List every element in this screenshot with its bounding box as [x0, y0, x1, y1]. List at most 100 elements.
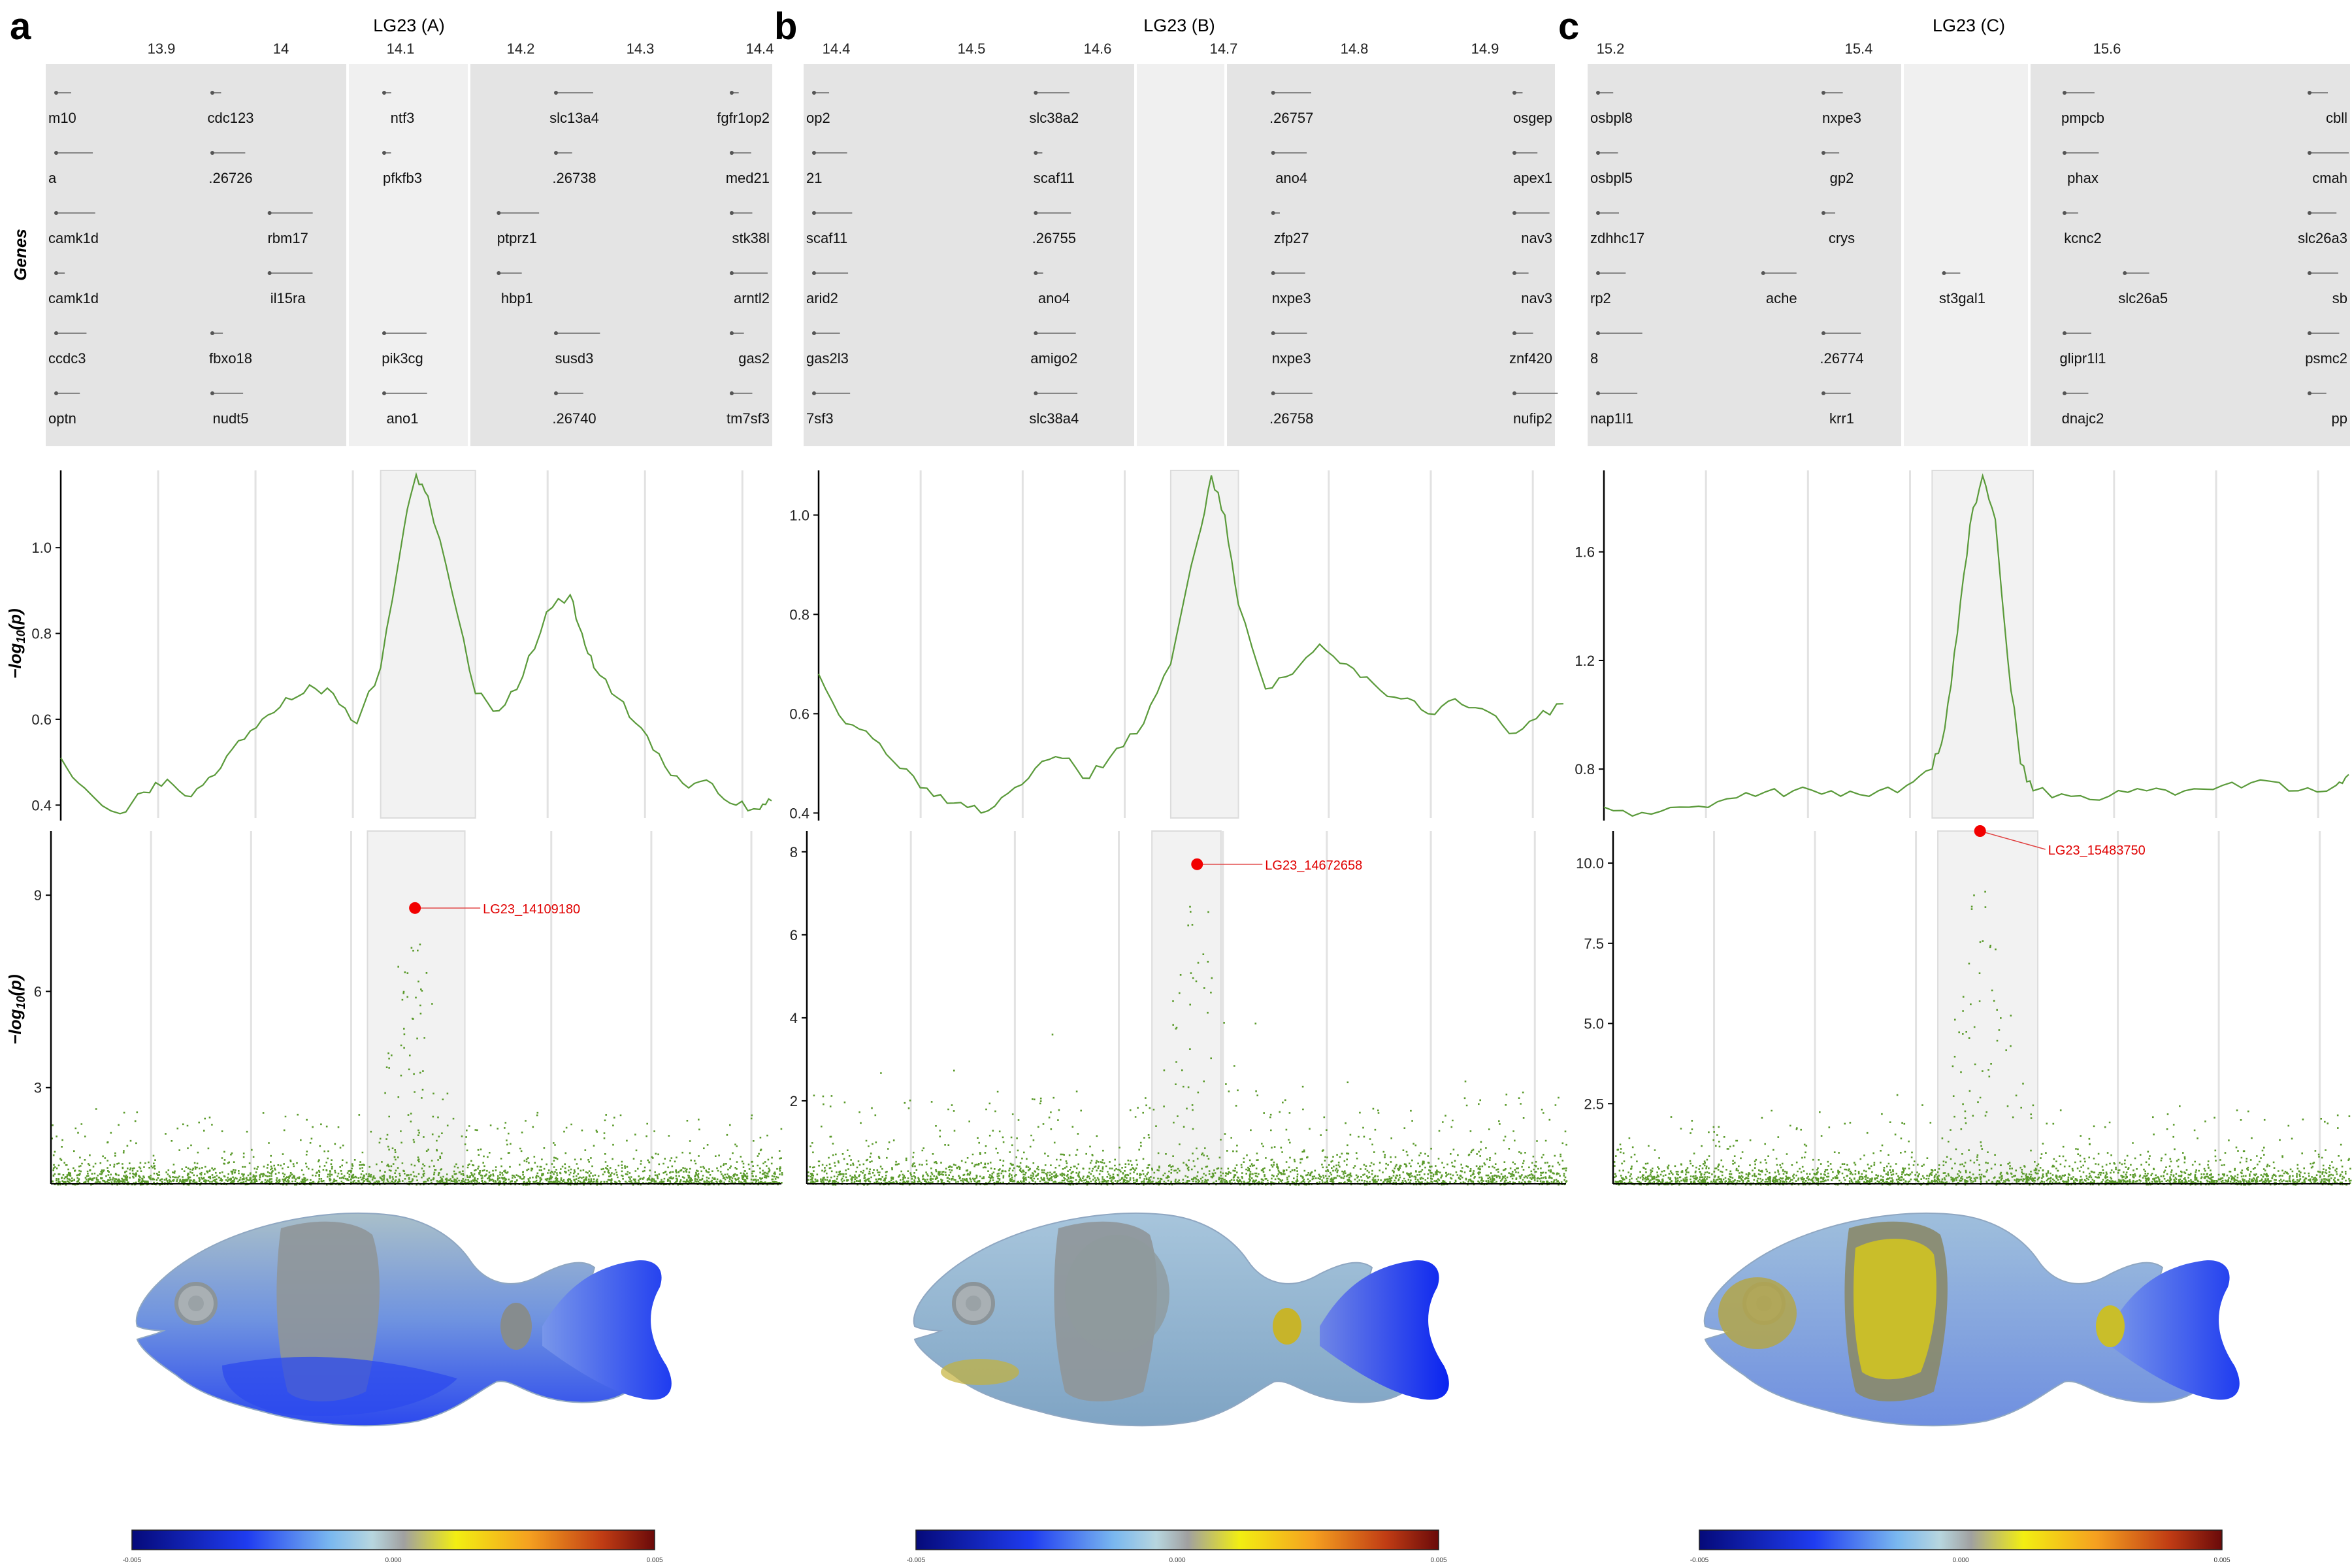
x-tick-label: 15.4 — [1845, 41, 1873, 57]
y-tick-label: 9 — [34, 887, 42, 904]
fish-cheek-patch — [941, 1359, 1019, 1385]
fish-pupil — [966, 1296, 981, 1311]
gene-feature-mark — [1512, 211, 1516, 215]
gene-feature-mark — [1034, 331, 1038, 335]
y-tick-label: 0.8 — [1575, 761, 1595, 777]
x-tick-label: 14.4 — [746, 41, 774, 57]
gene-label: pmpcb — [2061, 110, 2104, 126]
gene-label: apex1 — [1513, 170, 1552, 186]
fish-tail — [1320, 1260, 1449, 1400]
gene-feature-mark — [210, 151, 214, 155]
y-tick-label: 10.0 — [1576, 855, 1604, 872]
panel-letter: b — [774, 5, 797, 48]
line-highlight-region — [380, 470, 476, 819]
gene-label: nxpe3 — [1272, 290, 1311, 306]
fish-heatmap — [1703, 1213, 2240, 1427]
y-tick-label: 0.8 — [31, 626, 52, 642]
gene-label: .26738 — [552, 170, 596, 186]
gene-feature-mark — [1761, 271, 1765, 275]
gene-feature-mark — [382, 331, 386, 335]
x-tick-label: 14.9 — [1471, 41, 1499, 57]
gene-feature-mark — [1271, 211, 1275, 215]
y-tick-label: 2 — [790, 1093, 798, 1109]
gene-feature-mark — [1821, 91, 1825, 95]
gene-label: .26755 — [1032, 230, 1076, 246]
gene-track-highlight — [1903, 64, 2029, 446]
colorbar-tick-label: 0.005 — [2213, 1557, 2230, 1564]
colorbar — [915, 1529, 1439, 1550]
gene-label: phax — [2067, 170, 2099, 186]
gene-feature-mark — [730, 91, 734, 95]
panel-b: b LG23 (B) 14.4 14.5 14.6 14.7 14.8 14.9 op2 slc3… — [774, 5, 1568, 1564]
gene-label: slc26a5 — [2118, 290, 2168, 306]
fish-heatmap — [135, 1213, 672, 1427]
gene-feature-mark — [730, 391, 734, 395]
gene-feature-mark — [210, 391, 214, 395]
gene-label: ano1 — [387, 410, 419, 427]
gene-feature-mark — [54, 331, 58, 335]
gene-feature-mark — [1034, 271, 1038, 275]
fish-tail — [542, 1260, 672, 1400]
gene-feature-mark — [554, 331, 558, 335]
gene-feature-mark — [1821, 391, 1825, 395]
gene-label: zfp27 — [1274, 230, 1309, 246]
gene-feature-mark — [730, 151, 734, 155]
y-tick-label: 3 — [34, 1080, 42, 1096]
colorbar-tick-label: 0.000 — [1169, 1557, 1185, 1564]
gene-feature-mark — [1596, 331, 1600, 335]
gene-label: osgep — [1513, 110, 1552, 126]
top-snp-label: LG23_14109180 — [483, 902, 580, 917]
gene-feature-mark — [730, 331, 734, 335]
gene-feature-mark — [554, 151, 558, 155]
gene-feature-mark — [1512, 331, 1516, 335]
y-tick-label: 8 — [790, 844, 798, 860]
p-label-subscript: 10 — [14, 630, 27, 644]
gene-label: ache — [1766, 290, 1797, 306]
gene-feature-mark — [210, 331, 214, 335]
scatter-highlight-region — [1151, 830, 1222, 1184]
gene-label: tm7sf3 — [727, 410, 770, 427]
y-tick-label: 7.5 — [1584, 936, 1604, 952]
gene-label: znf420 — [1509, 350, 1552, 367]
y-tick-label: 1.0 — [789, 507, 809, 523]
gene-feature-mark — [54, 91, 58, 95]
y-tick-label: 6 — [790, 927, 798, 943]
gene-label: rbm17 — [267, 230, 308, 246]
p-label-prefix: −log — [5, 643, 25, 678]
gene-feature-mark — [382, 91, 386, 95]
gene-feature-mark — [554, 91, 558, 95]
gene-feature-mark — [812, 331, 816, 335]
x-tick-label: 14 — [273, 41, 289, 57]
colorbar-tick-label: -0.005 — [907, 1557, 926, 1564]
gene-label: cbll — [2326, 110, 2347, 126]
gene-label: .26758 — [1269, 410, 1313, 427]
gene-label: gp2 — [1830, 170, 1854, 186]
y-tick-label: 1.6 — [1575, 544, 1595, 561]
panel-title: LG23 (A) — [373, 16, 445, 35]
gene-label: ptprz1 — [497, 230, 537, 246]
y-tick-label: 1.0 — [31, 540, 52, 556]
gene-feature-mark — [267, 211, 272, 215]
gene-label: nav3 — [1521, 290, 1552, 306]
fish-peduncle-patch — [1273, 1308, 1301, 1345]
x-tick-label: 13.9 — [148, 41, 176, 57]
colorbar-tick-label: 0.000 — [1952, 1557, 1968, 1564]
y-tick-label: 0.6 — [789, 706, 809, 722]
gene-feature-mark — [2308, 151, 2311, 155]
gene-label: slc13a4 — [549, 110, 599, 126]
p-label-suffix: (p) — [5, 608, 25, 630]
gene-feature-mark — [812, 271, 816, 275]
scatter-highlight-region — [1937, 830, 2039, 1184]
gene-label: 21 — [806, 170, 822, 186]
y-tick-label: 0.4 — [789, 805, 809, 821]
gene-label: sb — [2332, 290, 2347, 306]
gene-feature-mark — [497, 271, 501, 275]
gene-label: nxpe3 — [1272, 350, 1311, 367]
gene-label: scaf11 — [806, 230, 847, 246]
gene-label: ntf3 — [391, 110, 415, 126]
gene-label: glipr1l1 — [2060, 350, 2106, 367]
x-tick-label: 14.3 — [627, 41, 655, 57]
gene-feature-mark — [1271, 391, 1275, 395]
colorbar-tick-label: 0.005 — [646, 1557, 662, 1564]
